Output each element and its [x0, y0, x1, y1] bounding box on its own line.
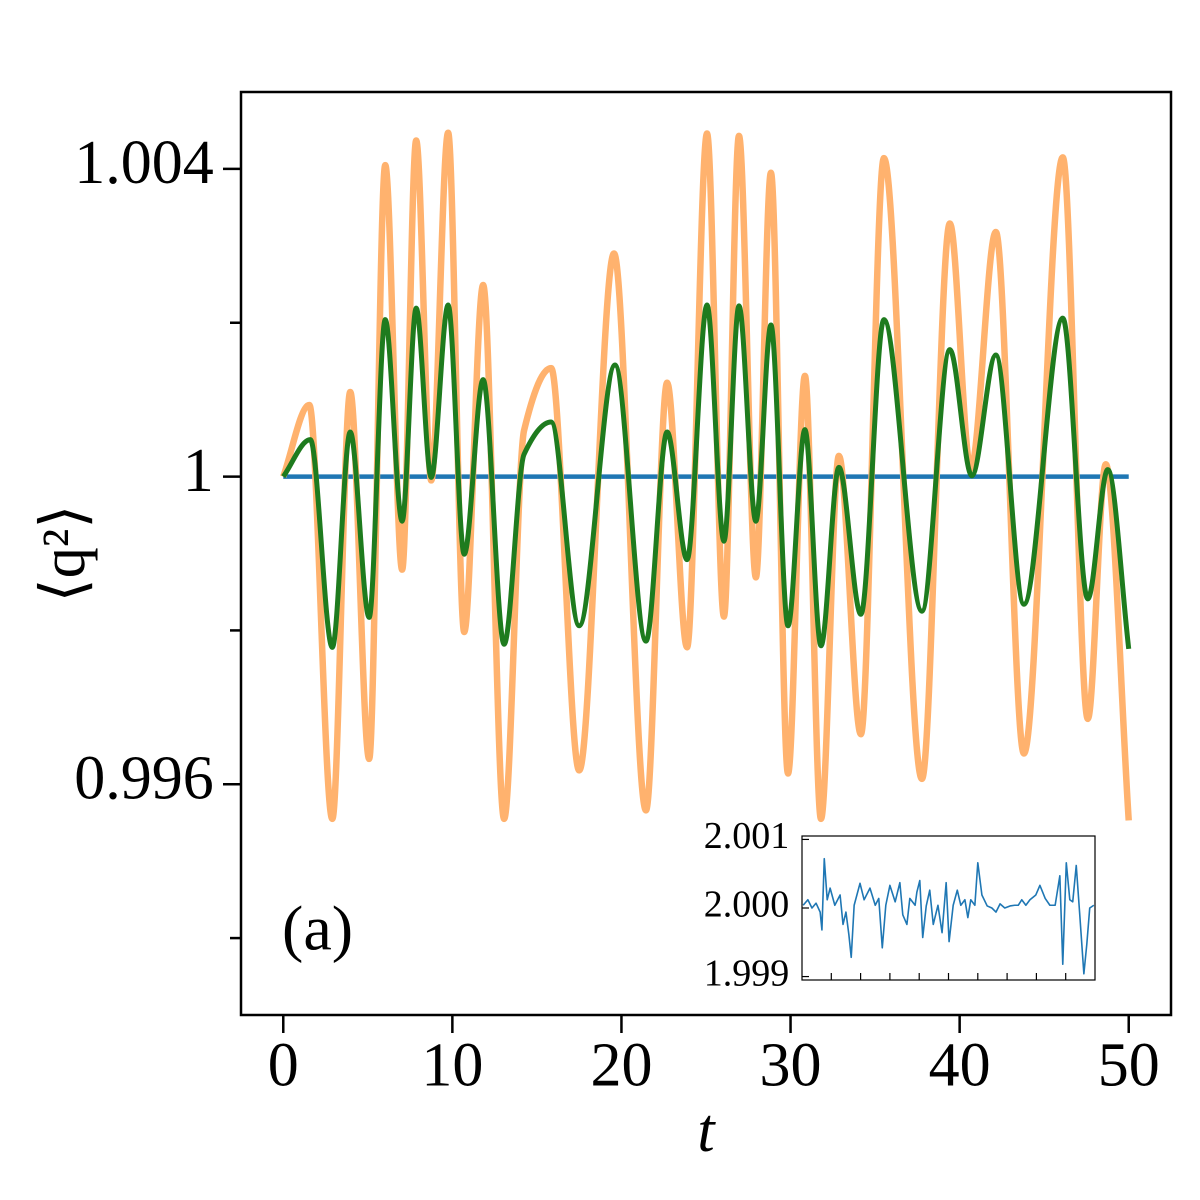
x-tick-label: 10	[421, 1032, 483, 1100]
y-tick-label: 1.004	[74, 129, 214, 197]
series-line	[280, 129, 1132, 823]
y-tick-label: 1	[183, 437, 214, 505]
x-tick-label: 30	[760, 1032, 822, 1100]
y-axis-label: ⟨q²⟩	[30, 505, 98, 603]
axes: 1.999 2.000 2.001	[704, 815, 1096, 994]
y-tick-label: 0.996	[74, 744, 214, 812]
series-line	[802, 857, 1095, 975]
x-tick-label: 0	[268, 1032, 299, 1100]
series-group	[802, 857, 1095, 975]
series-line	[281, 302, 1132, 650]
y-tick-label: 2.000	[704, 884, 790, 926]
y-tick-label: 1.999	[704, 952, 790, 994]
y-tick-label: 2.001	[704, 815, 790, 857]
x-axis-label: t	[697, 1097, 716, 1165]
panel-label: (a)	[282, 893, 353, 964]
x-tick-label: 20	[590, 1032, 652, 1100]
axes-frame	[239, 90, 1173, 1017]
axes: 0 10 20 30 40 50 0.996 1 1.004 t ⟨q²⟩ (a)	[30, 90, 1173, 1165]
x-tick-label: 50	[1098, 1032, 1160, 1100]
x-tick-label: 40	[929, 1032, 991, 1100]
axes-background	[802, 836, 1095, 980]
series-group	[280, 129, 1132, 823]
